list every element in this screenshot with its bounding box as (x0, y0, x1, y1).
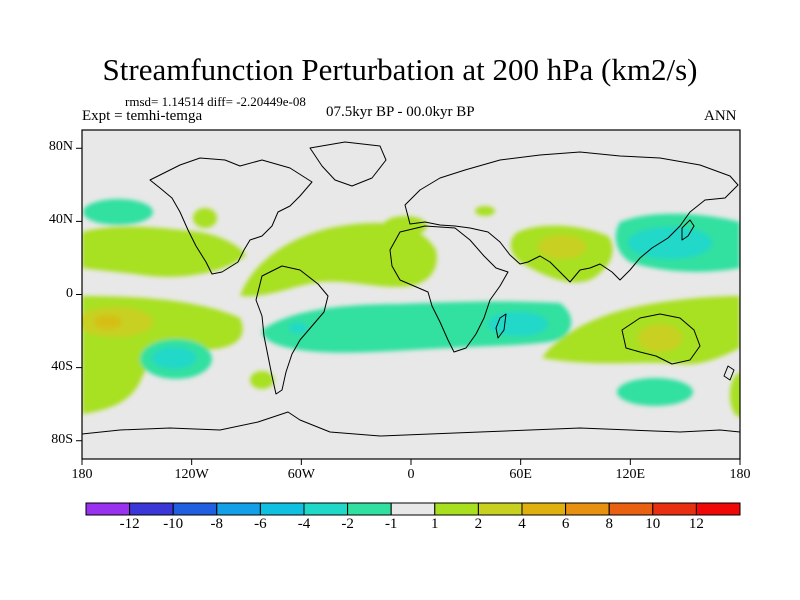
contour-australia-core (638, 324, 682, 352)
antarctica-coast (82, 411, 740, 437)
lon-label: 0 (407, 467, 415, 482)
colorbar-swatch (85, 502, 131, 516)
colorbar-swatch (434, 502, 479, 516)
colorbar (85, 502, 741, 516)
lon-label: 180 (729, 467, 751, 482)
contour-south-atlantic-small (250, 371, 274, 389)
contour-mediterranean (383, 216, 427, 236)
period-label: 07.5kyr BP - 00.0kyr BP (326, 104, 475, 120)
season-label: ANN (704, 108, 737, 124)
lat-label: 40S (51, 358, 73, 374)
lon-label: 60E (509, 467, 532, 482)
colorbar-swatch (695, 502, 741, 516)
lon-label: 60W (287, 467, 315, 482)
north-america-coast (149, 157, 313, 275)
contour-north-pacific-band (82, 226, 246, 277)
contour-atlantic-core (289, 323, 307, 333)
africa-coast (389, 225, 509, 353)
contour-southern-ocean-low (617, 378, 693, 406)
colorbar-label: 1 (431, 516, 439, 532)
contour-madagascar-core (488, 312, 548, 336)
colorbar-swatch (477, 502, 523, 516)
colorbar-swatch (390, 502, 436, 516)
colorbar-label: 2 (474, 516, 483, 532)
positive-anomaly-3-areas (94, 315, 122, 329)
colorbar-swatch (259, 502, 305, 516)
contour-atlantic-africa-band (240, 223, 437, 297)
contour-southern-subtropical-band (262, 301, 572, 353)
colorbar-label: 4 (518, 516, 526, 532)
lon-label: 120E (615, 467, 646, 482)
south-america-coast (255, 265, 329, 395)
contour-south-pacific-core (152, 347, 196, 369)
new-zealand-coast (723, 365, 735, 381)
colorbar-label: 12 (688, 516, 704, 532)
contour-caspian (475, 206, 495, 216)
experiment-label: Expt = temhi-temga (82, 108, 203, 124)
colorbar-swatch (652, 502, 697, 516)
colorbar-swatch (521, 502, 567, 516)
lon-label: 180 (71, 467, 93, 482)
colorbar-label: -8 (210, 516, 224, 532)
contour-east-asia-core (628, 227, 712, 259)
madagascar-coast (495, 313, 507, 339)
contour-indian-australia (542, 296, 740, 365)
colorbar-swatch (608, 502, 654, 516)
positive-anomaly-1-areas (82, 206, 740, 417)
europe-asia-coast (404, 151, 739, 283)
colorbar-label: 6 (561, 516, 570, 532)
lon-label: 120W (174, 467, 209, 482)
coastlines (82, 141, 740, 437)
japan-coast (681, 219, 695, 241)
contour-india-core (538, 235, 586, 259)
colorbar-label: -4 (297, 516, 311, 532)
map-background (82, 130, 740, 459)
streamfunction-contours (82, 199, 740, 417)
colorbar-label: -12 (119, 516, 140, 532)
contour-north-pacific-small (193, 208, 217, 228)
contour-east-pacific-small (730, 373, 740, 417)
lat-label: 80S (51, 431, 73, 447)
plot-title: Streamfunction Perturbation at 200 hPa (… (102, 52, 698, 87)
colorbar-swatch (303, 502, 349, 516)
map-ticks (76, 147, 741, 465)
colorbar-swatch (216, 502, 261, 516)
lat-label: 0 (66, 285, 73, 301)
rmsd-diff-stats: rmsd= 1.14514 diff= -2.20449e-08 (125, 94, 306, 109)
colorbar-swatch (129, 502, 174, 516)
colorbar-label: -1 (384, 516, 398, 532)
australia-coast (621, 313, 701, 365)
map-field (82, 130, 740, 459)
colorbar-label: 8 (605, 516, 613, 532)
contour-south-pacific-peak (94, 315, 122, 329)
lat-label: 80N (48, 139, 73, 155)
colorbar-swatch (347, 502, 392, 516)
colorbar-label: -10 (163, 516, 184, 532)
colorbar-label: 10 (645, 516, 661, 532)
colorbar-swatch (172, 502, 218, 516)
greenland-coast (309, 141, 387, 187)
contour-north-pacific-low (83, 199, 153, 225)
colorbar-swatch (565, 502, 610, 516)
lat-label: 40N (48, 212, 73, 228)
colorbar-label: -6 (254, 516, 267, 532)
colorbar-label: -2 (341, 516, 354, 532)
